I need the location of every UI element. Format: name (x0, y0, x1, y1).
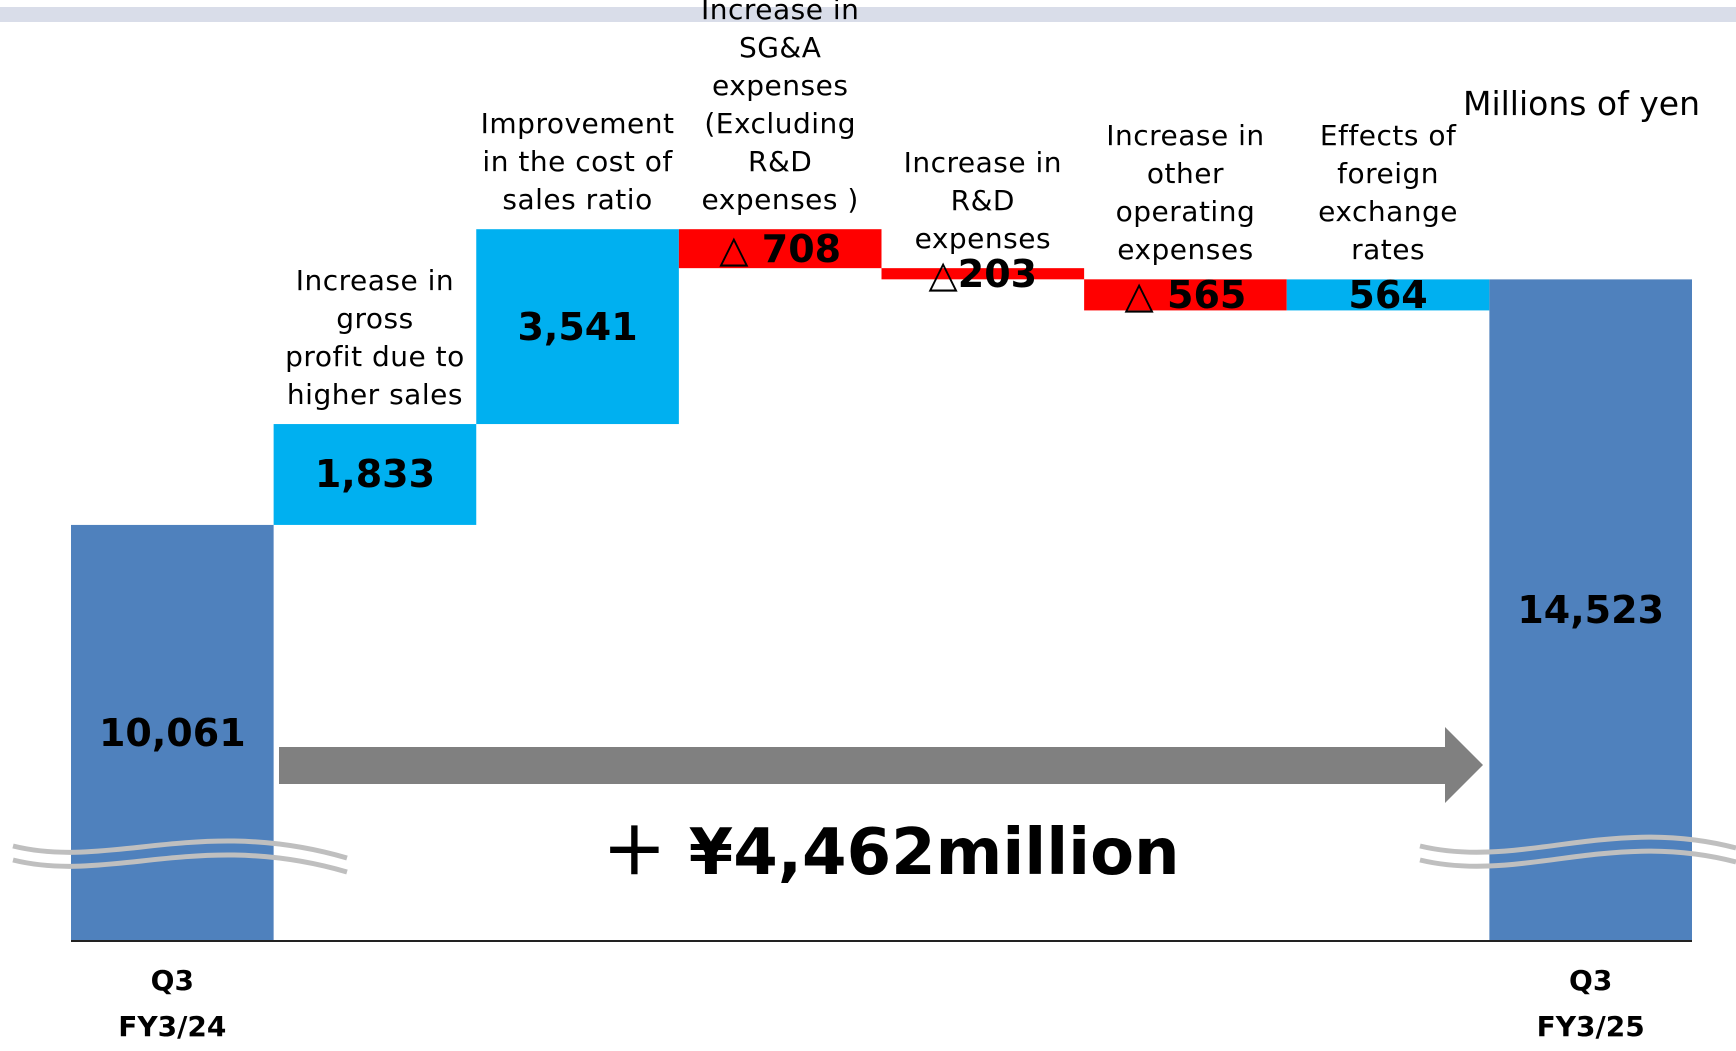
bar (71, 524, 274, 941)
bar (1489, 279, 1692, 942)
category-label: Q3 FY3/25 (1536, 964, 1645, 1043)
value-label: △ 708 (719, 226, 842, 271)
category-label: Improvement in the cost of sales ratio (480, 107, 675, 217)
bar (273, 424, 477, 525)
category-label: Increase in R&D expenses (903, 146, 1063, 256)
axis-break-left (12, 838, 348, 875)
bar (678, 229, 882, 269)
bar (1286, 279, 1490, 311)
value-label: 10,061 (98, 710, 246, 755)
value-label: △203 (928, 251, 1038, 296)
category-label: Increase in other operating expenses (1106, 119, 1265, 267)
category-label: Increase in gross profit due to higher s… (285, 264, 465, 412)
value-label: 3,541 (517, 304, 638, 349)
axis-break-right (1419, 834, 1736, 869)
bar (881, 268, 1085, 280)
bar (1084, 279, 1287, 311)
header-stripe (0, 7, 1736, 22)
category-label: Effects of foreign exchange rates (1318, 119, 1458, 267)
category-label: Increase in SG&A expenses (Excluding R&D… (700, 0, 860, 217)
value-label: △ 565 (1124, 272, 1247, 317)
unit-label: Millions of yen (1463, 84, 1700, 123)
change-arrow (279, 727, 1483, 803)
annotation: ＋ ¥4,462million (602, 816, 1180, 890)
value-label: 1,833 (314, 452, 436, 497)
value-label: 564 (1348, 272, 1428, 317)
value-label: 14,523 (1517, 588, 1665, 633)
bars (71, 229, 1692, 942)
category-label: Q3 FY3/24 (118, 964, 227, 1043)
bar (476, 229, 679, 425)
